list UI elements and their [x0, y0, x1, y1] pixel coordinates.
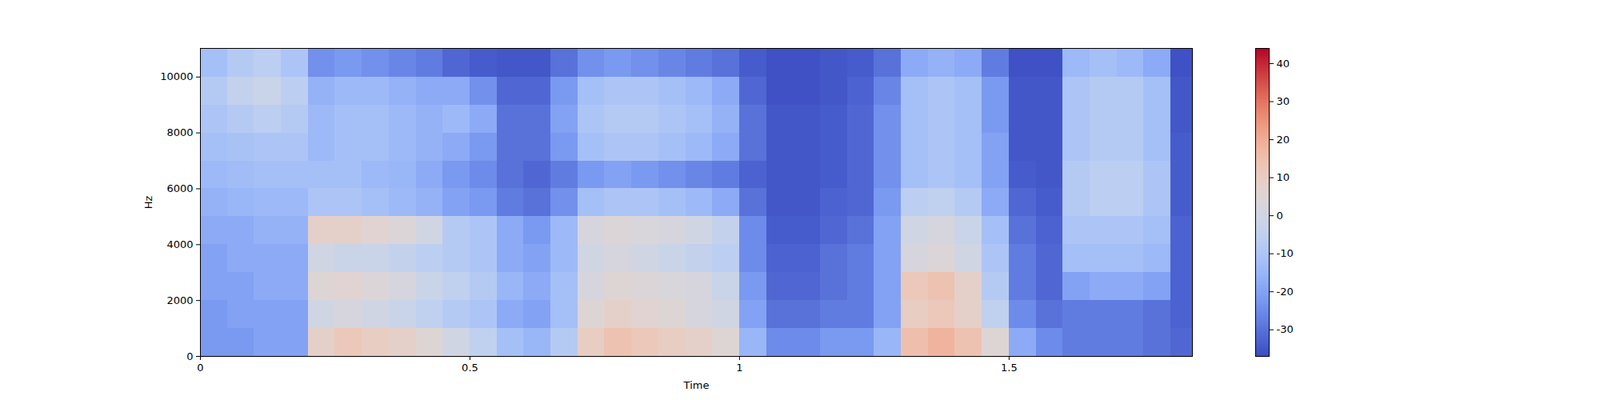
svg-text:40: 40 — [1276, 57, 1291, 70]
svg-text:0: 0 — [186, 350, 193, 363]
svg-text:20: 20 — [1276, 133, 1291, 146]
svg-text:6000: 6000 — [166, 182, 193, 195]
svg-text:Hz: Hz — [142, 196, 155, 210]
svg-text:-10: -10 — [1276, 247, 1294, 260]
svg-text:10: 10 — [1276, 171, 1291, 184]
svg-text:1.5: 1.5 — [1000, 361, 1018, 374]
svg-text:1: 1 — [736, 361, 743, 374]
svg-text:-30: -30 — [1276, 323, 1294, 336]
svg-text:2000: 2000 — [166, 294, 193, 307]
svg-text:4000: 4000 — [166, 238, 193, 251]
svg-text:-20: -20 — [1276, 285, 1294, 298]
svg-text:10000: 10000 — [160, 70, 193, 83]
svg-text:Time: Time — [683, 379, 710, 392]
svg-text:8000: 8000 — [166, 126, 193, 139]
svg-text:30: 30 — [1276, 95, 1291, 108]
svg-text:0: 0 — [196, 361, 204, 374]
svg-text:0.5: 0.5 — [461, 361, 479, 374]
svg-text:0: 0 — [1276, 209, 1284, 222]
